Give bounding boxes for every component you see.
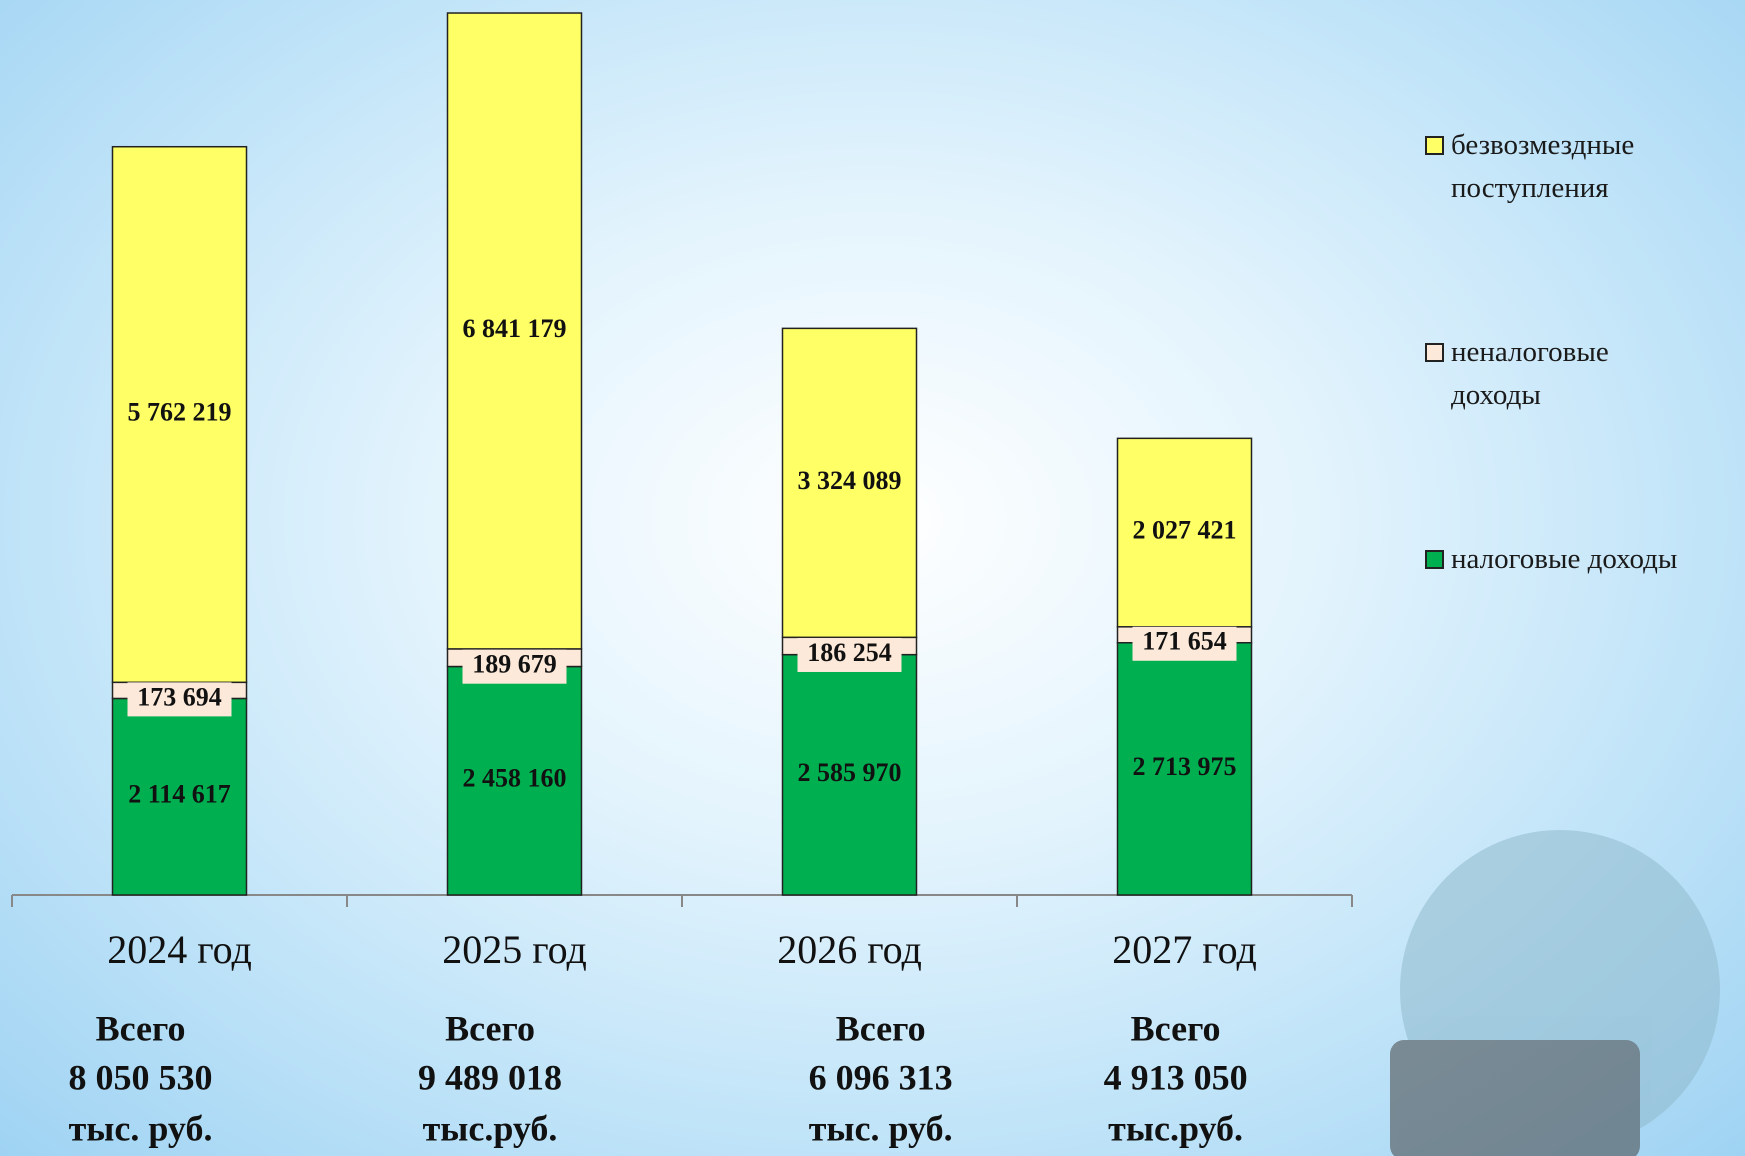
- bar-segment: [111, 697, 248, 896]
- value-label-bg: [1132, 626, 1237, 661]
- value-label-bg: [462, 649, 567, 684]
- x-tick-label: 2024 год: [107, 927, 252, 972]
- value-label: 173 694: [137, 682, 222, 711]
- bar-segment: [446, 12, 583, 650]
- total-unit: тыс. руб.: [69, 1108, 213, 1148]
- value-label: 2 458 160: [463, 764, 567, 793]
- value-label: 3 324 089: [798, 466, 902, 495]
- total-unit: тыс.руб.: [1108, 1108, 1243, 1148]
- value-label: 2 027 421: [1133, 516, 1237, 545]
- total-heading: Всего: [1131, 1008, 1221, 1048]
- value-label-bg: [127, 682, 232, 717]
- total-value: 8 050 530: [69, 1057, 213, 1097]
- legend-label: неналоговые доходы: [1451, 336, 1609, 411]
- bar-segment: [446, 665, 583, 896]
- x-tick-label: 2026 год: [777, 927, 922, 972]
- value-label: 189 679: [472, 650, 557, 679]
- value-label: 5 762 219: [128, 397, 232, 426]
- value-label: 171 654: [1142, 627, 1227, 656]
- legend-label: безвозмездные поступления: [1451, 129, 1635, 204]
- x-tick-label: 2027 год: [1112, 927, 1257, 972]
- x-tick-label: 2025 год: [442, 927, 587, 972]
- legend-item: неналоговые доходы: [1425, 331, 1740, 417]
- legend-swatch: [1425, 550, 1444, 569]
- bar-segment: [1116, 437, 1253, 628]
- bar-segment: [1116, 641, 1253, 896]
- total-heading: Всего: [96, 1008, 186, 1048]
- total-heading: Всего: [445, 1008, 535, 1048]
- value-label-bg: [797, 637, 902, 672]
- value-label: 2 713 975: [1133, 752, 1237, 781]
- legend-label: налоговые доходы: [1451, 543, 1678, 575]
- legend-item: безвозмездные поступления: [1425, 124, 1740, 210]
- total-value: 6 096 313: [809, 1057, 953, 1097]
- total-unit: тыс.руб.: [423, 1108, 558, 1148]
- legend-swatch: [1425, 136, 1444, 155]
- bar-segment: [781, 653, 918, 896]
- total-unit: тыс. руб.: [809, 1108, 953, 1148]
- value-label: 2 585 970: [798, 758, 902, 787]
- decor: [1390, 830, 1720, 1156]
- bar-segment: [781, 327, 918, 639]
- bar-segment: [111, 145, 248, 684]
- value-label: 186 254: [807, 638, 892, 667]
- legend-swatch: [1425, 343, 1444, 362]
- legend-item: налоговые доходы: [1425, 538, 1740, 581]
- value-label: 2 114 617: [128, 780, 231, 809]
- total-heading: Всего: [836, 1008, 926, 1048]
- total-value: 4 913 050: [1104, 1057, 1248, 1097]
- value-label: 6 841 179: [463, 314, 567, 343]
- total-value: 9 489 018: [418, 1057, 562, 1097]
